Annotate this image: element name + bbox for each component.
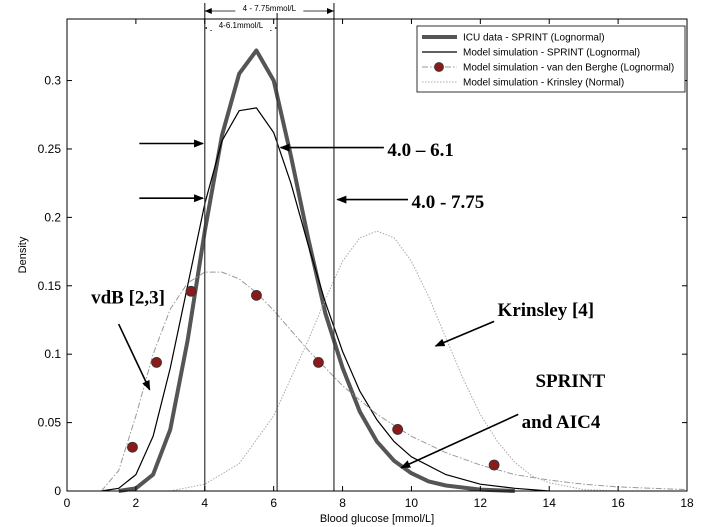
range-label-1: 4 - 7.75mmol/L bbox=[243, 4, 297, 13]
annotation-3: vdB [2,3] bbox=[91, 288, 165, 309]
x-tick-label-7: 14 bbox=[543, 496, 557, 510]
range-label-bg-2 bbox=[206, 20, 275, 30]
data-point-5 bbox=[313, 356, 324, 368]
series-line-3 bbox=[101, 271, 688, 492]
series-line-1 bbox=[118, 48, 515, 493]
y-tick-label-2: 0.15 bbox=[38, 279, 62, 293]
x-tick-label-4: 8 bbox=[339, 496, 346, 510]
annotation-1: 4.0 – 6.1 bbox=[387, 140, 454, 161]
annotation-4: Krinsley [4] bbox=[498, 300, 595, 321]
annotation-5: SPRINT bbox=[535, 371, 605, 392]
data-point-7 bbox=[488, 459, 500, 471]
legend-entry-1: ICU data - SPRINT (Lognormal) bbox=[463, 33, 605, 44]
legend-entry-2: Model simulation - SPRINT (Lognormal) bbox=[463, 48, 640, 59]
range-label-bg-1 bbox=[235, 3, 304, 13]
y-tick-label-3: 0.2 bbox=[44, 210, 61, 224]
markers-layer bbox=[127, 285, 500, 471]
x-tick-label-2: 4 bbox=[201, 496, 208, 510]
x-tick-label-3: 6 bbox=[270, 496, 277, 510]
x-axis-title: Blood glucose [mmol/L] bbox=[320, 513, 434, 525]
range-lines-layer: 4 - 7.75mmol/L 4-6.1mmol/L bbox=[204, 3, 335, 491]
y-tick-label-zero: 0 bbox=[54, 484, 61, 498]
data-point-2 bbox=[151, 356, 162, 368]
annotation-6: and AIC4 bbox=[522, 412, 601, 433]
x-tick-label-1: 2 bbox=[133, 496, 140, 510]
legend-marker-3 bbox=[434, 62, 444, 72]
axes-layer: 0 2 4 6 8 10 12 14 16 18 0.05 0.1 0.15 0.2 0.25 0.3 0 Blo… bbox=[17, 18, 694, 525]
y-tick-label-0: 0.05 bbox=[38, 416, 62, 430]
legend-box bbox=[416, 25, 686, 93]
data-point-3 bbox=[185, 285, 197, 297]
annotations-layer: 4.0 – 6.1 4.0 - 7.75 vdB [2,3] Krinsley [4]… bbox=[91, 139, 605, 469]
series-line-2 bbox=[101, 107, 550, 492]
annotation-2: 4.0 - 7.75 bbox=[411, 192, 484, 213]
x-tick-label-8: 16 bbox=[611, 496, 625, 510]
x-tick-label-6: 12 bbox=[474, 496, 488, 510]
x-tick-label-5: 10 bbox=[405, 496, 419, 510]
range-label-2: 4-6.1mmol/L bbox=[219, 21, 264, 30]
legend-entry-4: Model simulation - Krinsley (Normal) bbox=[463, 78, 624, 89]
legend-entry-3: Model simulation - van den Berghe (Logno… bbox=[463, 63, 674, 74]
y-tick-label-4: 0.25 bbox=[38, 142, 62, 156]
curves-layer bbox=[101, 48, 688, 493]
annotation-arrow-6 bbox=[434, 320, 495, 347]
annotation-arrow-7 bbox=[400, 413, 519, 469]
x-tick-label-9: 18 bbox=[680, 496, 694, 510]
data-point-4 bbox=[251, 289, 262, 301]
y-tick-label-1: 0.1 bbox=[44, 347, 61, 361]
legend: ICU data - SPRINT (Lognormal) Model simul… bbox=[416, 25, 686, 93]
data-point-1 bbox=[127, 441, 138, 453]
series-line-4 bbox=[170, 230, 619, 492]
y-tick-label-5: 0.3 bbox=[44, 74, 61, 88]
x-tick-label-0: 0 bbox=[64, 496, 71, 510]
y-axis-title: Density bbox=[17, 236, 29, 273]
annotation-arrow-5 bbox=[117, 323, 151, 391]
plot-frame bbox=[66, 18, 688, 492]
data-point-6 bbox=[392, 424, 404, 435]
